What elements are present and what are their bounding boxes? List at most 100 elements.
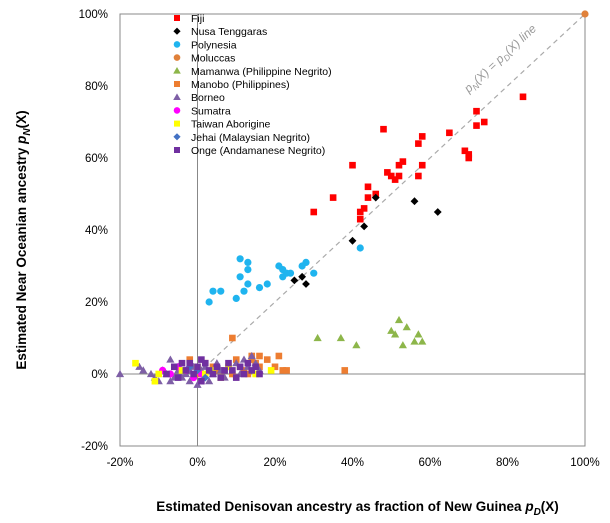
data-point (244, 359, 252, 367)
data-point (209, 370, 217, 378)
data-point (380, 125, 387, 133)
data-point (410, 337, 419, 345)
data-point (217, 374, 225, 381)
data-point (166, 377, 175, 385)
y-tick-label: 60% (85, 153, 108, 165)
data-point (336, 333, 345, 342)
data-point (209, 367, 217, 374)
data-point (209, 287, 217, 295)
data-point (348, 236, 357, 245)
data-point (244, 266, 252, 274)
legend-item: Fiji (174, 13, 204, 25)
data-point (410, 197, 419, 206)
data-point (356, 208, 364, 216)
y-tick-label: 40% (85, 225, 108, 237)
legend-item: Taiwan Aborigine (174, 119, 271, 131)
data-point (139, 366, 148, 374)
data-point (155, 370, 163, 378)
data-point (244, 258, 252, 266)
data-point (302, 258, 310, 266)
data-point (394, 315, 404, 324)
data-point (182, 367, 190, 374)
x-tick-label: -20% (107, 457, 134, 469)
data-point (201, 359, 209, 367)
y-tick-label: 100% (79, 9, 108, 21)
data-point (236, 363, 244, 371)
legend-marker (173, 54, 181, 61)
data-point (229, 334, 236, 342)
y-tick-label: 20% (85, 297, 108, 309)
data-point (387, 326, 396, 334)
legend-item: Mamanwa (Philippine Negrito) (173, 66, 332, 78)
data-point (384, 169, 391, 176)
data-point (418, 133, 426, 140)
series-polynesia (205, 244, 364, 306)
data-point (391, 176, 399, 183)
legend-label: Mamanwa (Philippine Negrito) (191, 66, 332, 78)
legend-item: Nusa Tenggaras (173, 26, 267, 38)
data-point (194, 363, 201, 371)
legend-item: Moluccas (173, 53, 235, 65)
legend-marker (173, 67, 181, 74)
data-point (341, 367, 349, 374)
data-point (252, 363, 259, 371)
x-tick-label: 20% (263, 457, 286, 469)
data-point (255, 284, 264, 292)
legend-marker (173, 27, 181, 35)
data-point (356, 244, 364, 252)
data-point (146, 369, 156, 378)
data-point (252, 370, 259, 378)
data-point (418, 161, 426, 169)
data-point (263, 280, 271, 288)
data-point (352, 341, 361, 349)
data-points (115, 10, 589, 388)
data-point (402, 323, 411, 331)
y-tick-label: -20% (81, 441, 108, 453)
legend-label: Manobo (Philippines) (191, 79, 290, 91)
legend-label: Polynesia (191, 39, 237, 51)
legend-label: Jehai (Malaysian Negrito) (191, 132, 310, 144)
legend-marker (173, 133, 181, 141)
legend-item: Jehai (Malaysian Negrito) (173, 132, 310, 144)
data-point (465, 151, 473, 158)
data-point (209, 363, 217, 371)
y-tick-label: 0% (91, 369, 108, 381)
series-nusa-tenggaras (290, 193, 442, 288)
x-tick-label: 0% (189, 457, 206, 469)
data-point (248, 356, 256, 363)
data-point (205, 298, 213, 306)
data-point (395, 172, 403, 180)
data-point (217, 287, 225, 295)
series-onge-andamanese-negrito (163, 356, 263, 385)
legend-marker (173, 41, 181, 48)
legend-item: Borneo (173, 92, 225, 104)
axis-titles: Estimated Denisovan ancestry as fraction… (14, 110, 559, 518)
data-point (473, 107, 480, 115)
legend-marker (174, 15, 180, 21)
series-fiji (310, 93, 527, 223)
data-point (356, 215, 364, 223)
x-tick-label: 40% (341, 457, 364, 469)
data-point (185, 377, 194, 385)
series-moluccas (581, 10, 589, 18)
legend-marker (173, 93, 181, 101)
data-point (135, 362, 144, 370)
plot-area (119, 13, 586, 447)
data-point (283, 367, 290, 374)
data-point (415, 140, 422, 147)
data-point (446, 129, 453, 137)
data-point (213, 363, 221, 371)
data-point (581, 10, 589, 18)
data-point (225, 359, 232, 367)
data-point (236, 273, 244, 281)
data-point (178, 359, 186, 367)
legend-marker (174, 147, 180, 153)
data-point (174, 374, 182, 381)
data-point (244, 370, 252, 378)
legend-marker (174, 81, 180, 87)
data-point (360, 205, 368, 212)
data-point (240, 367, 248, 374)
legend-item: Manobo (Philippines) (174, 79, 290, 91)
